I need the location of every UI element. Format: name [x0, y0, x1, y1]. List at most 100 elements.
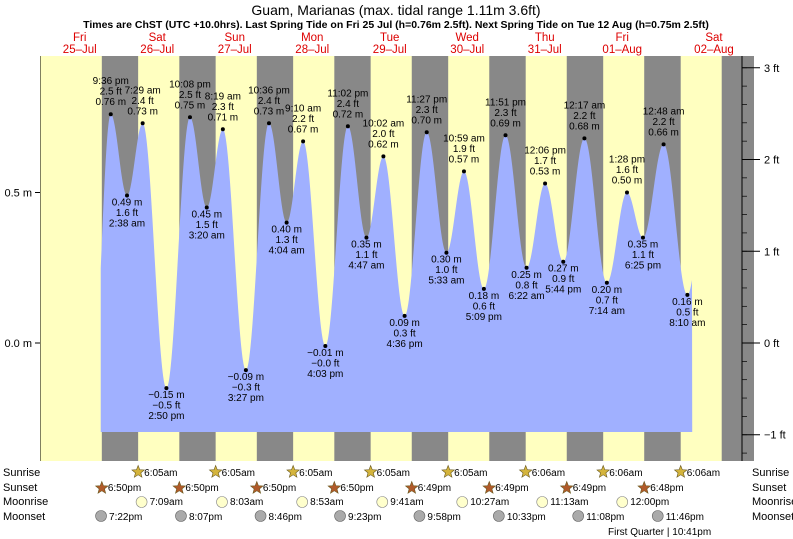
moonrise-icon	[536, 496, 549, 508]
moonrise-time: 12:00pm	[630, 497, 669, 508]
tide-label: −0.09 m	[228, 372, 264, 383]
tide-point	[524, 265, 529, 270]
tide-label: 2.0 ft	[372, 129, 394, 140]
tide-label: 2.4 ft	[337, 99, 359, 110]
chart-header: Guam, Marianas (max. tidal range 1.11m 3…	[83, 2, 709, 31]
sunset-icon	[637, 480, 652, 494]
tide-label: 0.25 m	[511, 270, 542, 281]
sunset-time: 6:48pm	[650, 483, 683, 494]
sunrise-icon	[673, 464, 688, 478]
moonrise-time: 9:41am	[390, 497, 423, 508]
moonset-time: 11:46pm	[666, 512, 704, 523]
tide-point	[561, 259, 566, 264]
tide-label: 4:04 am	[269, 246, 305, 257]
tide-label: 6:22 am	[508, 291, 544, 302]
tide-label: 5:33 am	[428, 276, 464, 287]
tide-point	[604, 280, 609, 285]
row-label-left: Sunrise	[3, 467, 40, 479]
tide-label: 5:09 pm	[466, 312, 502, 323]
day-name: Sat	[149, 32, 167, 44]
tide-label: 2.2 ft	[292, 114, 314, 125]
sunrise-icon	[363, 464, 378, 478]
tide-point	[640, 235, 645, 240]
tide-label: 4:36 pm	[387, 339, 423, 350]
tide-label: 1.9 ft	[453, 144, 475, 155]
sunrise-icon	[596, 464, 611, 478]
tide-point	[164, 386, 169, 391]
chart-subtitle: Times are ChST (UTC +10.0hrs). Last Spri…	[83, 19, 709, 31]
sunset-time: 6:50pm	[108, 483, 141, 494]
tide-label: 3:27 pm	[228, 393, 264, 404]
tide-curve-area	[100, 114, 693, 433]
tide-label: 1.1 ft	[355, 250, 377, 261]
tide-label: 0.40 m	[271, 225, 302, 236]
tide-label: 2:38 am	[109, 219, 145, 230]
tide-point	[220, 127, 225, 132]
tide-point	[444, 250, 449, 255]
tide-label: 1.1 ft	[632, 250, 654, 261]
tide-label: −0.3 ft	[232, 383, 260, 394]
tide-label: 1.5 ft	[196, 220, 218, 231]
tide-label: 11:51 pm	[485, 97, 526, 108]
tide-label: 1.6 ft	[616, 165, 638, 176]
moonset-icon	[572, 510, 585, 522]
tide-label: 0.18 m	[469, 291, 500, 302]
tide-point	[543, 181, 548, 186]
moonset-icon	[413, 510, 426, 522]
tide-label: 0.72 m	[333, 109, 364, 120]
moonset-icon	[254, 510, 267, 522]
tide-point	[345, 124, 350, 129]
row-label-left: Moonset	[3, 511, 45, 523]
moonset-icon	[334, 510, 346, 522]
tide-label: −0.0 ft	[311, 359, 339, 370]
day-name: Thu	[535, 32, 555, 44]
tide-label: 0.73 m	[127, 106, 158, 117]
sunrise-time: 6:05am	[454, 468, 487, 479]
tide-point	[125, 193, 130, 198]
tide-label: 0.30 m	[431, 255, 462, 266]
tide-label: 0.20 m	[592, 285, 623, 296]
tide-label: 9:10 am	[285, 103, 321, 114]
tide-label: 12:48 am	[643, 106, 685, 117]
sunrise-icon	[286, 464, 301, 478]
sunset-icon	[559, 480, 574, 494]
day-date: 28–Jul	[295, 44, 329, 56]
tide-point	[243, 368, 248, 373]
moonrise-time: 10:27am	[470, 497, 509, 508]
sunrise-time: 6:05am	[299, 468, 332, 479]
day-name: Fri	[73, 32, 86, 44]
sunrise-time: 6:05am	[144, 468, 177, 479]
tide-point	[284, 220, 289, 225]
sunset-time: 6:50pm	[185, 483, 218, 494]
day-name: Tue	[380, 32, 399, 44]
tide-label: 6:25 pm	[625, 261, 661, 272]
tide-label: 8:10 am	[669, 318, 705, 329]
tide-point	[661, 142, 666, 147]
left-margin	[0, 56, 40, 461]
y-tick-label-ft: −1 ft	[764, 430, 786, 442]
row-label-right: Sunset	[752, 482, 786, 494]
tide-label: 0.76 m	[95, 97, 126, 108]
tide-label: 2.4 ft	[132, 96, 154, 107]
tide-label: 0.66 m	[648, 127, 679, 138]
tide-label: 2.4 ft	[258, 96, 280, 107]
day-labels: Fri25–JulSat26–JulSun27–JulMon28–JulTue2…	[63, 32, 734, 56]
tide-point	[204, 205, 209, 210]
sunrise-time: 6:05am	[377, 468, 410, 479]
tide-label: 1.0 ft	[435, 265, 457, 276]
y-tick-label-m: 0.0 m	[4, 338, 32, 350]
tide-label: 9:36 pm	[93, 76, 129, 87]
day-date: 02–Aug	[694, 44, 734, 56]
tide-label: 0.09 m	[389, 318, 420, 329]
tide-point	[402, 313, 407, 318]
moonrise-time: 8:03am	[230, 497, 263, 508]
chart-title: Guam, Marianas (max. tidal range 1.11m 3…	[251, 2, 540, 18]
sunrise-time: 6:06am	[532, 468, 565, 479]
moonset-time: 10:33pm	[507, 512, 546, 523]
right-axis-band	[742, 56, 754, 461]
tide-label: 0.73 m	[254, 106, 285, 117]
moonset-time: 9:58pm	[427, 512, 460, 523]
tide-label: 7:29 am	[125, 85, 161, 96]
tide-label: 3:20 am	[189, 231, 225, 242]
sunset-icon	[327, 480, 342, 494]
